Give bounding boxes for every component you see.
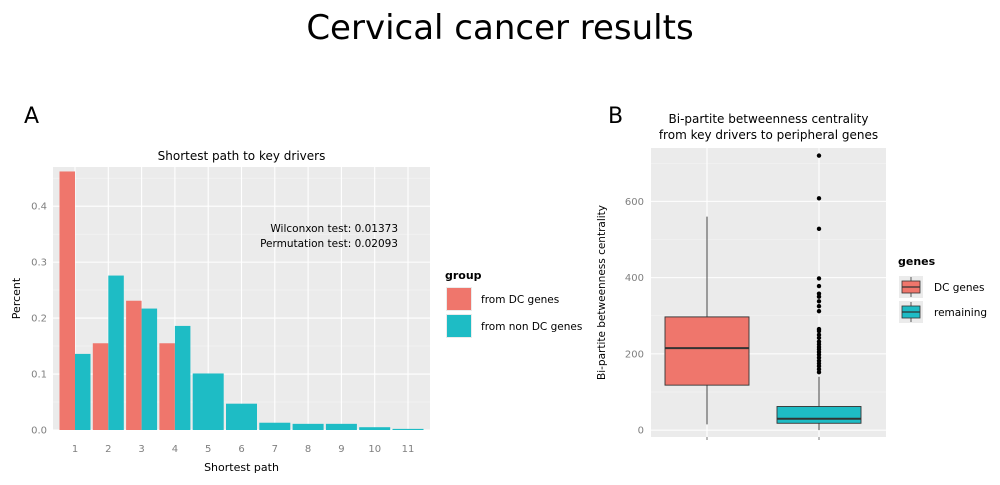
x-tick-label: 3	[138, 444, 144, 455]
bar-non-dc	[108, 275, 124, 430]
x-tick-label: 8	[305, 444, 311, 455]
outlier-point	[816, 226, 822, 232]
x-tick-label: 4	[172, 444, 178, 455]
x-tick-label: 5	[205, 444, 211, 455]
bar-non-dc	[174, 325, 191, 430]
outlier-point	[816, 352, 822, 357]
box	[664, 316, 750, 386]
bar-dc	[159, 343, 175, 430]
outlier-point	[816, 153, 822, 158]
y-axis-title: Percent	[10, 277, 23, 319]
bar-non-dc	[192, 373, 224, 430]
x-tick-label: 2	[105, 444, 111, 455]
y-tick-label: 0	[638, 426, 644, 437]
outlier-point	[816, 369, 822, 375]
bar-dc	[92, 343, 109, 430]
bar-non-dc	[325, 423, 357, 430]
box	[776, 406, 862, 424]
bar-non-dc	[75, 353, 91, 430]
x-tick-label: 11	[402, 444, 415, 455]
y-tick-label: 200	[625, 349, 644, 360]
bar-non-dc	[226, 403, 257, 430]
plot-panel	[651, 148, 886, 437]
x-tick-label: 7	[272, 444, 278, 455]
outlier-point	[816, 283, 822, 289]
y-axis-title: Bi-partite betweenness centrality	[596, 205, 608, 380]
x-tick-label: 9	[338, 444, 344, 455]
legend-label: remaining	[934, 307, 987, 319]
legend-label: from non DC genes	[481, 321, 582, 333]
bar-non-dc	[392, 428, 424, 430]
y-tick-label: 400	[625, 273, 644, 284]
outlier-point	[816, 304, 822, 309]
outlier-point	[816, 196, 822, 201]
legend-swatch	[447, 288, 471, 310]
y-tick-label: 0.2	[31, 314, 47, 325]
x-axis-title: Shortest path	[204, 461, 279, 474]
legend-title: genes	[898, 255, 936, 268]
outlier-point	[816, 363, 822, 369]
legend-label: DC genes	[934, 282, 984, 294]
outlier-point	[816, 332, 822, 338]
bar-non-dc	[259, 422, 291, 430]
page-title: Cervical cancer results	[306, 8, 694, 48]
y-tick-label: 600	[625, 197, 644, 208]
outlier-point	[816, 299, 822, 304]
chart-title-line-1: Bi-partite betweenness centrality	[669, 112, 869, 126]
y-tick-label: 0.4	[31, 202, 47, 213]
legend-title: group	[445, 269, 482, 282]
outlier-point	[816, 328, 822, 334]
panel-a-letter: A	[24, 104, 40, 129]
outlier-point	[816, 366, 822, 372]
bar-dc	[59, 171, 75, 430]
y-tick-label: 0.0	[31, 426, 47, 437]
outlier-point	[816, 291, 822, 296]
outlier-point	[816, 276, 822, 281]
bar-non-dc	[292, 423, 324, 430]
legend-swatch	[447, 315, 471, 337]
chart-title-line-2: from key drivers to peripheral genes	[659, 128, 878, 142]
annotation-permutation: Permutation test: 0.02093	[260, 238, 398, 250]
outlier-point	[816, 294, 822, 299]
bar-dc	[126, 300, 142, 430]
bar-non-dc	[141, 308, 158, 430]
x-tick-label: 1	[72, 444, 78, 455]
x-tick-label: 10	[368, 444, 381, 455]
bar-non-dc	[359, 427, 391, 430]
outlier-point	[816, 335, 822, 341]
chart-title: Shortest path to key drivers	[158, 149, 326, 163]
outlier-point	[816, 355, 822, 360]
x-tick-label: 6	[238, 444, 244, 455]
y-tick-label: 0.3	[31, 258, 47, 269]
annotation-wilcoxon: Wilconxon test: 0.01373	[270, 223, 398, 235]
outlier-point	[816, 308, 822, 314]
legend-label: from DC genes	[481, 294, 559, 306]
y-tick-label: 0.1	[31, 370, 47, 381]
panel-b-letter: B	[608, 104, 624, 129]
